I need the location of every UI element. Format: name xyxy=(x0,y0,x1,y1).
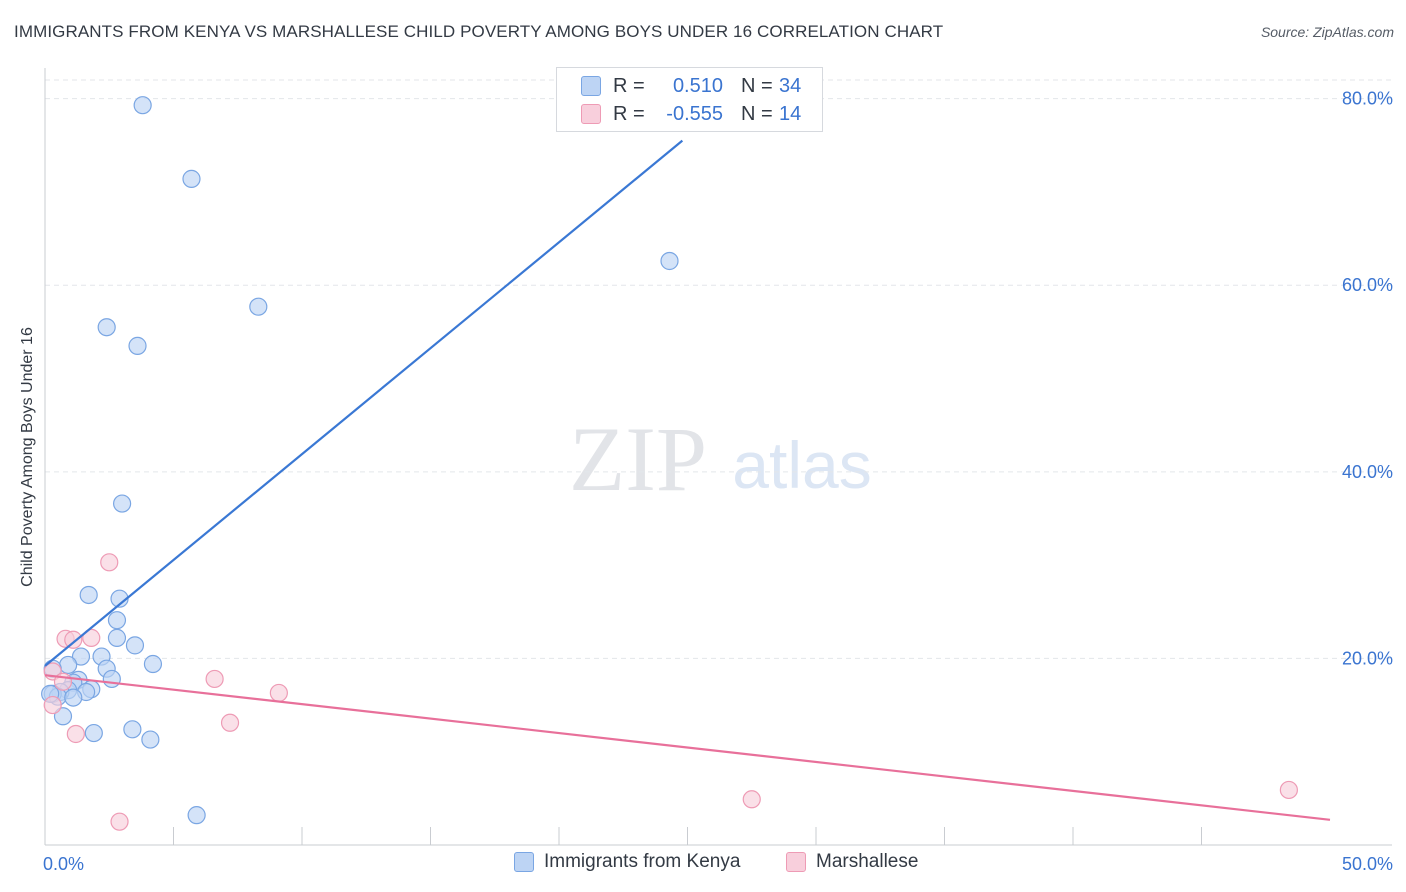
marshallese-point xyxy=(110,812,129,831)
watermark-atlas: atlas xyxy=(732,428,871,502)
n-value: 34 xyxy=(779,74,802,97)
n-label: N = xyxy=(741,74,773,97)
y-tick-label: 40.0% xyxy=(1342,462,1393,482)
kenya-point xyxy=(141,730,160,749)
kenya-point xyxy=(128,336,147,355)
marshallese-point xyxy=(220,713,240,732)
marshallese-point xyxy=(742,790,761,809)
gridlines xyxy=(45,79,1392,659)
kenya-point xyxy=(182,169,201,188)
x-tick-label: 50.0% xyxy=(1342,854,1393,874)
trend-lines xyxy=(44,139,1331,821)
kenya-point xyxy=(187,806,206,825)
kenya-point xyxy=(133,96,152,115)
kenya-point xyxy=(143,654,163,674)
kenya-point xyxy=(97,318,116,337)
kenya-point xyxy=(112,494,132,513)
kenya-point xyxy=(660,251,679,271)
kenya-point xyxy=(107,611,127,630)
kenya-trend-line xyxy=(44,139,684,667)
kenya-point xyxy=(125,636,145,655)
legend-item-kenya: Immigrants from Kenya xyxy=(514,851,740,873)
marshallese-point xyxy=(100,553,119,572)
marshallese-point xyxy=(82,628,101,647)
y-tick-label: 20.0% xyxy=(1342,648,1393,668)
marshallese-point xyxy=(64,630,83,649)
marshallese-legend-swatch xyxy=(786,852,806,872)
marshallese-point xyxy=(269,683,288,703)
kenya-point xyxy=(107,628,127,647)
kenya-swatch xyxy=(581,76,601,96)
kenya-point xyxy=(59,655,78,675)
source-label: Source: ZipAtlas.com xyxy=(1260,24,1394,40)
marshallese-point xyxy=(43,695,62,715)
r-value: 0.510 xyxy=(672,74,723,97)
series-marshallese-points xyxy=(43,553,1298,831)
legend-label-kenya: Immigrants from Kenya xyxy=(544,851,741,872)
r-label: R = xyxy=(613,74,645,97)
r-value: -0.555 xyxy=(666,102,723,125)
kenya-point xyxy=(64,688,83,707)
kenya-point xyxy=(249,297,268,316)
tick-labels: 20.0% 40.0% 60.0% 80.0% 0.0% 50.0% xyxy=(43,89,1393,874)
kenya-point xyxy=(53,707,73,726)
watermark-zip: ZIP xyxy=(569,408,707,510)
kenya-point xyxy=(71,647,91,666)
kenya-point xyxy=(102,669,121,689)
kenya-point xyxy=(84,723,103,743)
kenya-point xyxy=(123,720,142,739)
marshallese-point xyxy=(205,669,224,689)
y-tick-label: 60.0% xyxy=(1342,275,1393,295)
x-tick-label: 0.0% xyxy=(43,854,84,874)
marshallese-point xyxy=(1279,780,1298,800)
correlation-legend: R = 0.510 N = 34 R = -0.555 N = 14 xyxy=(556,67,823,132)
series-kenya-points xyxy=(41,96,679,825)
n-value: 14 xyxy=(779,102,802,125)
kenya-point xyxy=(79,585,98,605)
marshallese-trend-line xyxy=(44,674,1331,821)
y-tick-label: 80.0% xyxy=(1342,89,1393,109)
marshallese-point xyxy=(66,724,85,744)
legend-row-marshallese: R = -0.555 N = 14 xyxy=(581,102,801,126)
legend-label-marshallese: Marshallese xyxy=(816,851,919,872)
legend-item-marshallese: Marshallese xyxy=(786,851,918,873)
axes xyxy=(44,68,1392,846)
legend-row-kenya: R = 0.510 N = 34 xyxy=(581,74,801,98)
chart-title: IMMIGRANTS FROM KENYA VS MARSHALLESE CHI… xyxy=(14,22,944,41)
r-label: R = xyxy=(613,102,645,125)
watermark: ZIP atlas xyxy=(569,408,872,510)
marshallese-swatch xyxy=(581,104,601,124)
kenya-legend-swatch xyxy=(514,852,534,872)
n-label: N = xyxy=(741,102,773,125)
